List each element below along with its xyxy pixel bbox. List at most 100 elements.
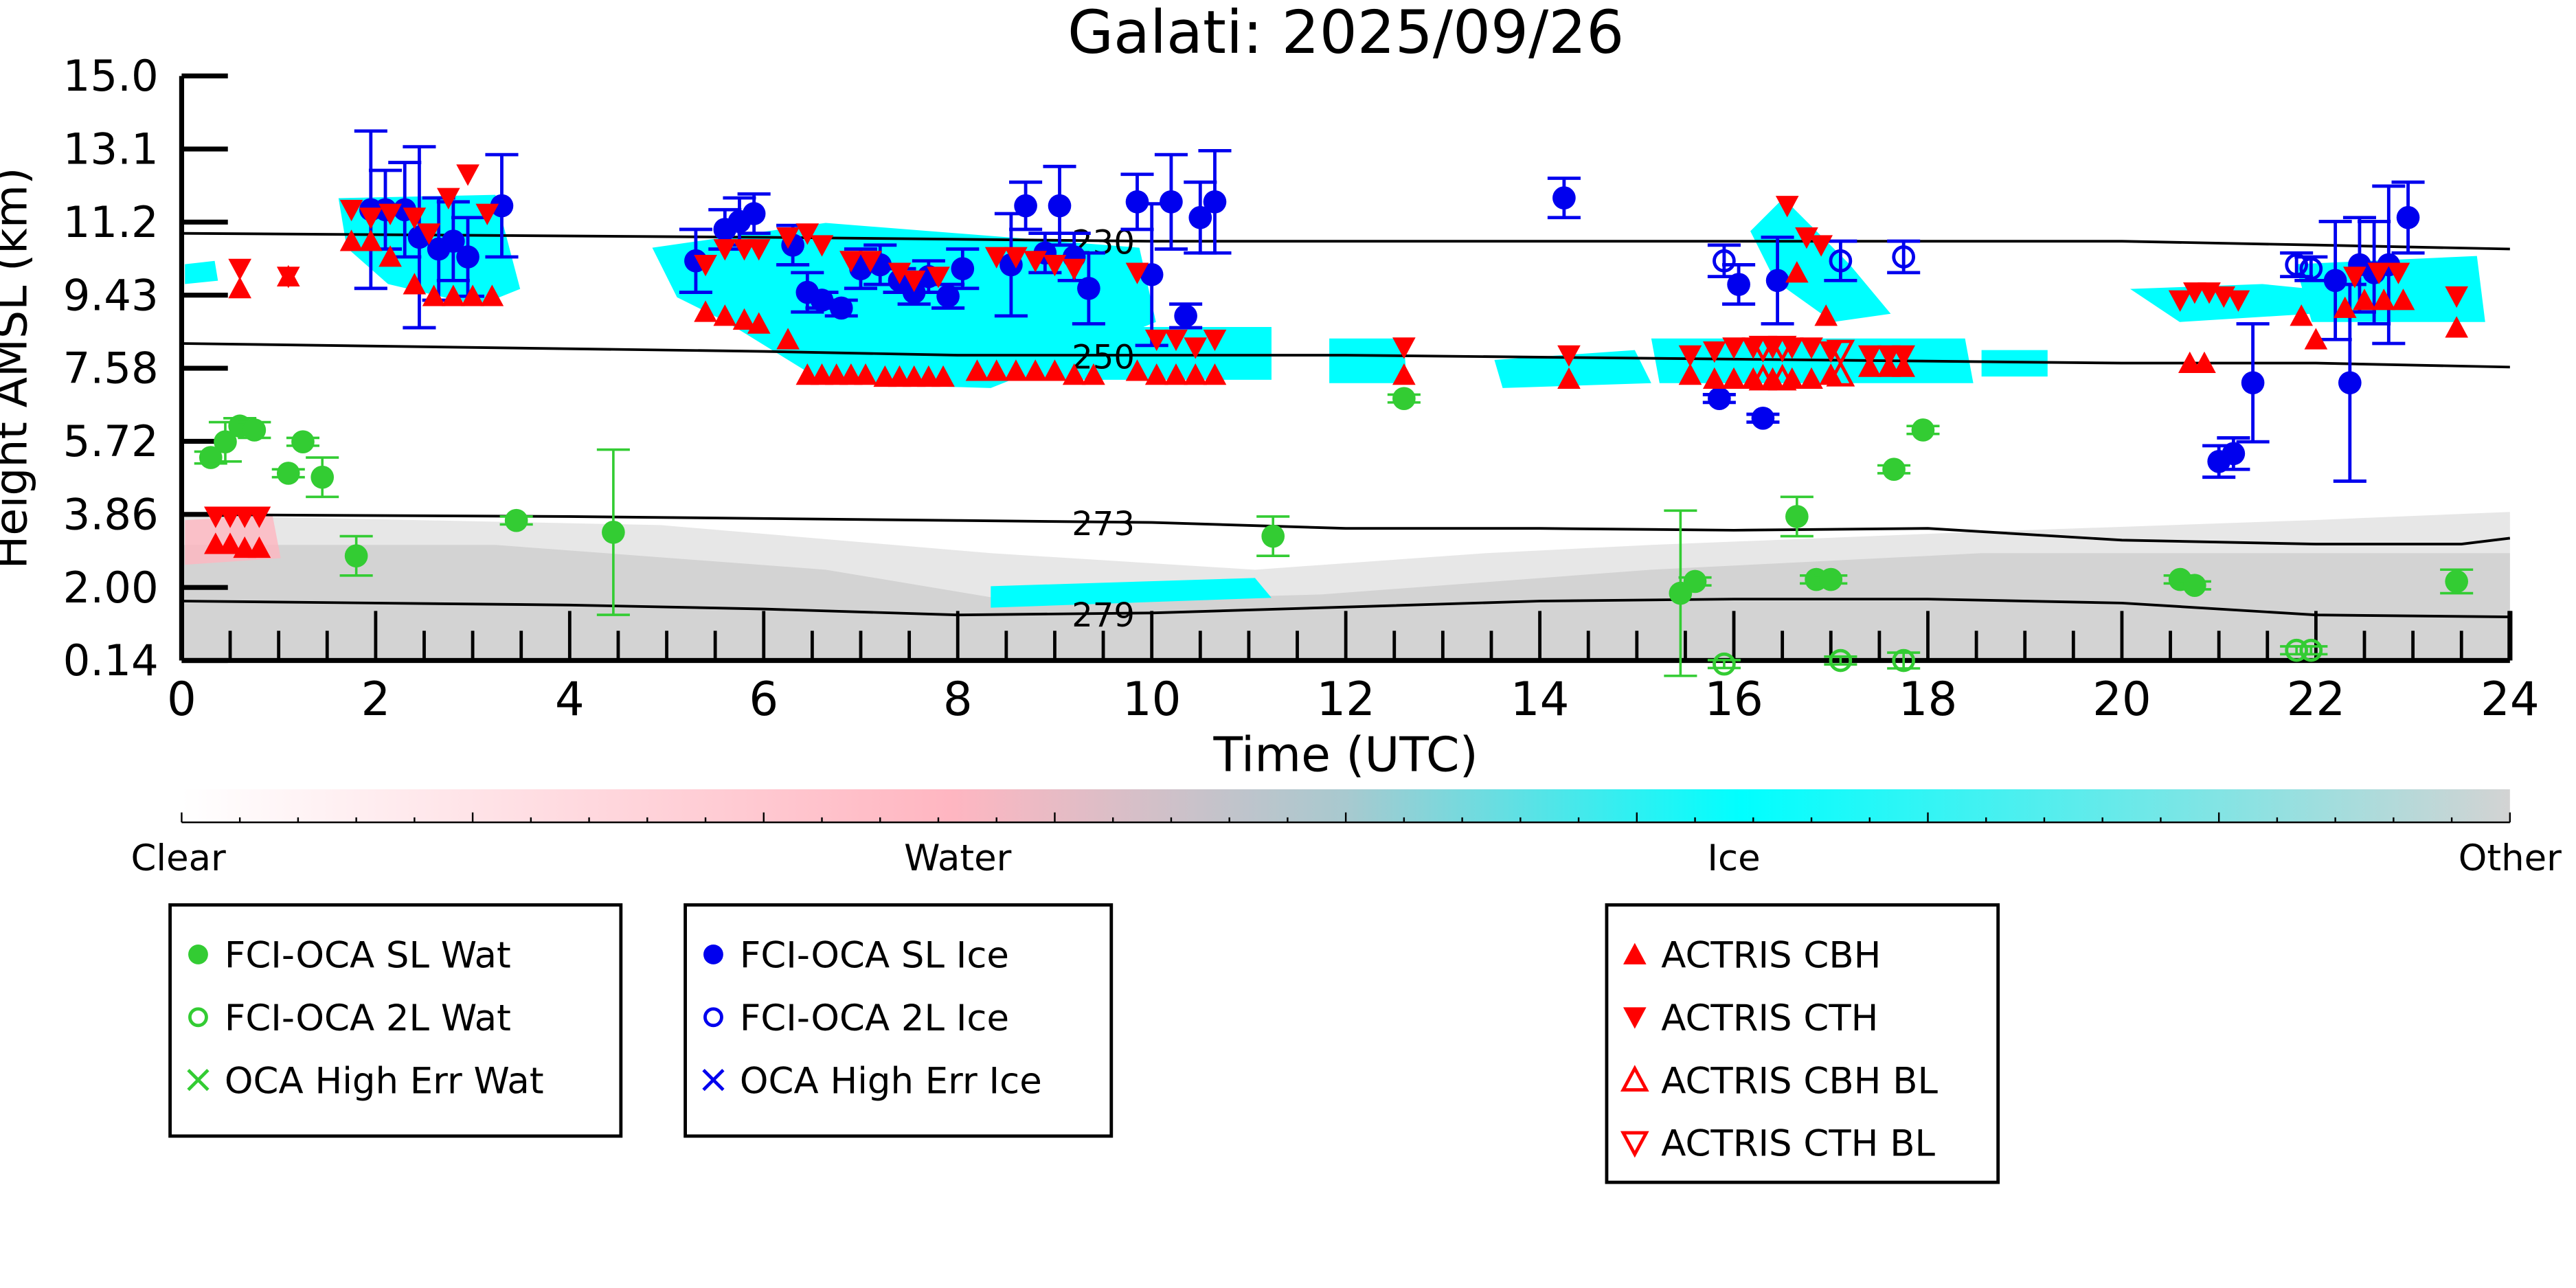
data-point bbox=[1164, 329, 1188, 352]
data-point bbox=[795, 363, 820, 385]
legend-marker-x bbox=[187, 1068, 210, 1092]
data-point bbox=[1188, 205, 1212, 229]
data-point bbox=[218, 532, 242, 554]
x-tick-label: 24 bbox=[2481, 673, 2540, 726]
data-point bbox=[504, 508, 528, 532]
legend-label: FCI-OCA 2L Wat bbox=[225, 997, 511, 1039]
data-point bbox=[713, 304, 737, 326]
data-point bbox=[1722, 337, 1745, 359]
data-point bbox=[1741, 367, 1765, 389]
colorbar-label-clear: Clear bbox=[131, 837, 226, 879]
data-point bbox=[1702, 341, 1726, 363]
data-points bbox=[194, 129, 2474, 677]
data-point bbox=[951, 257, 975, 281]
data-point bbox=[1024, 359, 1048, 381]
x-tick-label: 12 bbox=[1316, 673, 1375, 726]
data-point bbox=[902, 270, 926, 293]
data-point bbox=[1882, 457, 1906, 482]
data-point bbox=[873, 365, 897, 387]
data-point bbox=[2372, 289, 2396, 310]
error-bar bbox=[2294, 255, 2328, 282]
data-point bbox=[776, 328, 800, 350]
data-point bbox=[1164, 363, 1188, 385]
x-tick-label: 16 bbox=[1704, 673, 1763, 726]
data-point bbox=[1392, 337, 1416, 359]
data-point bbox=[694, 300, 717, 322]
data-point bbox=[1911, 418, 1935, 442]
data-point bbox=[310, 465, 335, 489]
data-point bbox=[2299, 257, 2323, 281]
error-bar bbox=[1887, 651, 1921, 670]
data-point bbox=[1678, 345, 1702, 367]
series-actris-cbh bbox=[204, 229, 2468, 558]
data-point bbox=[403, 207, 427, 229]
legend-label: ACTRIS CTH BL bbox=[1661, 1123, 1935, 1165]
data-point bbox=[1775, 196, 1799, 218]
x-tick-label: 22 bbox=[2287, 673, 2346, 726]
data-point bbox=[1809, 235, 1833, 257]
data-point bbox=[242, 418, 267, 442]
data-point bbox=[379, 245, 402, 267]
data-point bbox=[1702, 367, 1726, 389]
data-point bbox=[1678, 363, 1702, 385]
x-tick-label: 14 bbox=[1511, 673, 1570, 726]
legend-label: ACTRIS CTH bbox=[1661, 997, 1878, 1039]
data-point bbox=[1819, 363, 1843, 385]
colorbar-label-water: Water bbox=[904, 837, 1012, 879]
data-point bbox=[1203, 190, 1227, 214]
series-fci-oca-sl-ice bbox=[354, 129, 2425, 483]
data-point bbox=[917, 365, 940, 387]
contour-line-279 bbox=[181, 598, 2510, 618]
data-point bbox=[931, 365, 955, 387]
data-point bbox=[2333, 296, 2357, 318]
data-point bbox=[936, 284, 960, 308]
data-point bbox=[1140, 262, 1164, 286]
y-axis-label: Height AMSL (km) bbox=[0, 168, 37, 569]
data-point bbox=[888, 365, 912, 387]
data-point bbox=[1557, 345, 1581, 367]
data-point bbox=[747, 239, 771, 261]
y-tick-label: 2.00 bbox=[63, 563, 159, 613]
legend-entry: FCI-OCA SL Wat bbox=[188, 935, 511, 977]
data-point bbox=[2193, 351, 2216, 374]
colorbar-label-other: Other bbox=[2459, 837, 2562, 879]
contour-label: 279 bbox=[1072, 596, 1135, 635]
legend-actris: ACTRIS CBH ACTRIS CTH ACTRIS CBH BL ACTRIS … bbox=[1605, 903, 2000, 1184]
data-point bbox=[1392, 387, 1416, 410]
data-point bbox=[359, 229, 383, 251]
legend-entry: FCI-OCA 2L Ice bbox=[703, 997, 1009, 1039]
data-point bbox=[1014, 194, 1037, 218]
y-tick-label: 13.1 bbox=[63, 124, 159, 174]
data-point bbox=[1780, 337, 1804, 359]
data-point bbox=[2396, 205, 2420, 229]
data-point bbox=[1761, 337, 1785, 359]
data-point bbox=[442, 229, 465, 253]
x-tick-label: 18 bbox=[1899, 673, 1958, 726]
data-point bbox=[204, 506, 227, 528]
x-tick-label: 20 bbox=[2092, 673, 2151, 726]
data-point bbox=[732, 239, 756, 261]
data-point bbox=[1160, 190, 1183, 214]
data-point bbox=[747, 312, 771, 334]
legend-label: FCI-OCA SL Wat bbox=[225, 935, 511, 977]
y-tick-label: 15.0 bbox=[63, 51, 159, 101]
data-point bbox=[218, 506, 242, 528]
data-point bbox=[1785, 261, 1809, 283]
data-point bbox=[1024, 251, 1048, 273]
data-point bbox=[1082, 363, 1105, 385]
data-point bbox=[461, 284, 484, 306]
contour-line-273 bbox=[181, 513, 2511, 545]
data-point bbox=[1765, 269, 1789, 293]
data-point bbox=[1826, 359, 1855, 387]
data-point bbox=[1552, 186, 1576, 210]
data-point bbox=[1751, 406, 1775, 430]
data-point bbox=[1708, 387, 1731, 410]
data-point bbox=[480, 284, 504, 306]
data-point bbox=[810, 289, 834, 312]
data-point bbox=[694, 255, 717, 277]
data-point bbox=[859, 251, 882, 273]
data-point bbox=[602, 521, 625, 544]
data-point bbox=[1767, 335, 1797, 363]
legend-marker-triangle-down bbox=[1623, 1007, 1647, 1029]
